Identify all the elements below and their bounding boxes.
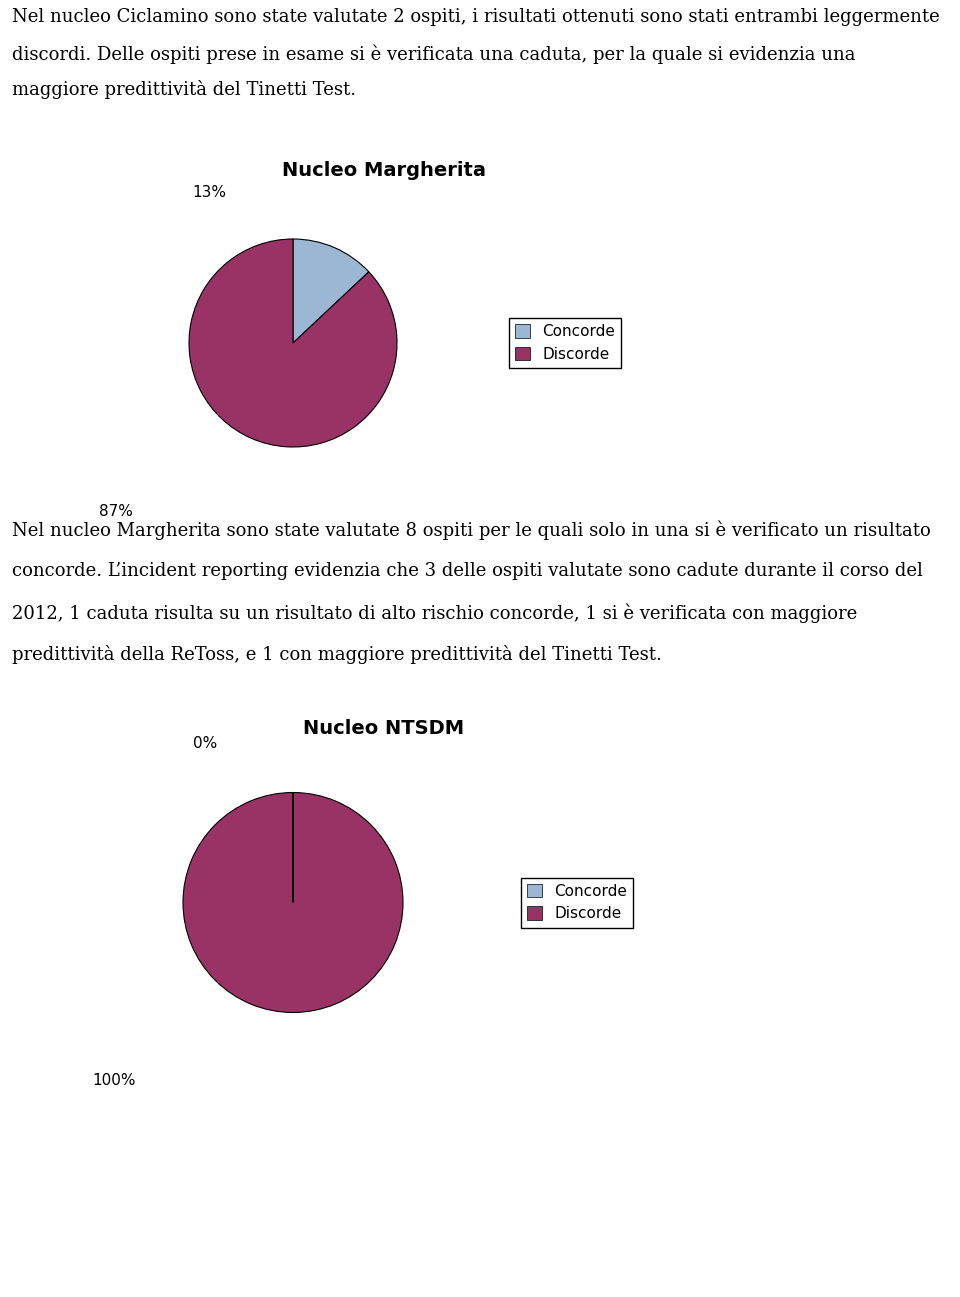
Text: Nel nucleo Margherita sono state valutate 8 ospiti per le quali solo in una si è: Nel nucleo Margherita sono state valutat… [12,520,931,540]
Text: discordi. Delle ospiti prese in esame si è verificata una caduta, per la quale s: discordi. Delle ospiti prese in esame si… [12,44,856,64]
Text: concorde. L’incident reporting evidenzia che 3 delle ospiti valutate sono cadute: concorde. L’incident reporting evidenzia… [12,562,924,580]
Text: Nucleo Margherita: Nucleo Margherita [282,161,486,180]
Text: predittività della ReToss, e 1 con maggiore predittività del Tinetti Test.: predittività della ReToss, e 1 con maggi… [12,645,662,664]
Text: 0%: 0% [193,737,217,751]
Wedge shape [293,239,369,342]
Text: maggiore predittività del Tinetti Test.: maggiore predittività del Tinetti Test. [12,80,356,99]
Legend: Concorde, Discorde: Concorde, Discorde [520,878,634,927]
Text: 100%: 100% [92,1073,136,1088]
Wedge shape [183,792,403,1013]
Legend: Concorde, Discorde: Concorde, Discorde [509,318,621,368]
Text: 2012, 1 caduta risulta su un risultato di alto rischio concorde, 1 si è verifica: 2012, 1 caduta risulta su un risultato d… [12,603,857,623]
Text: Nel nucleo Ciclamino sono state valutate 2 ospiti, i risultati ottenuti sono sta: Nel nucleo Ciclamino sono state valutate… [12,8,940,26]
Text: Nucleo NTSDM: Nucleo NTSDM [303,719,465,738]
Wedge shape [189,239,397,447]
Text: 87%: 87% [99,505,133,519]
Text: 13%: 13% [193,185,227,200]
